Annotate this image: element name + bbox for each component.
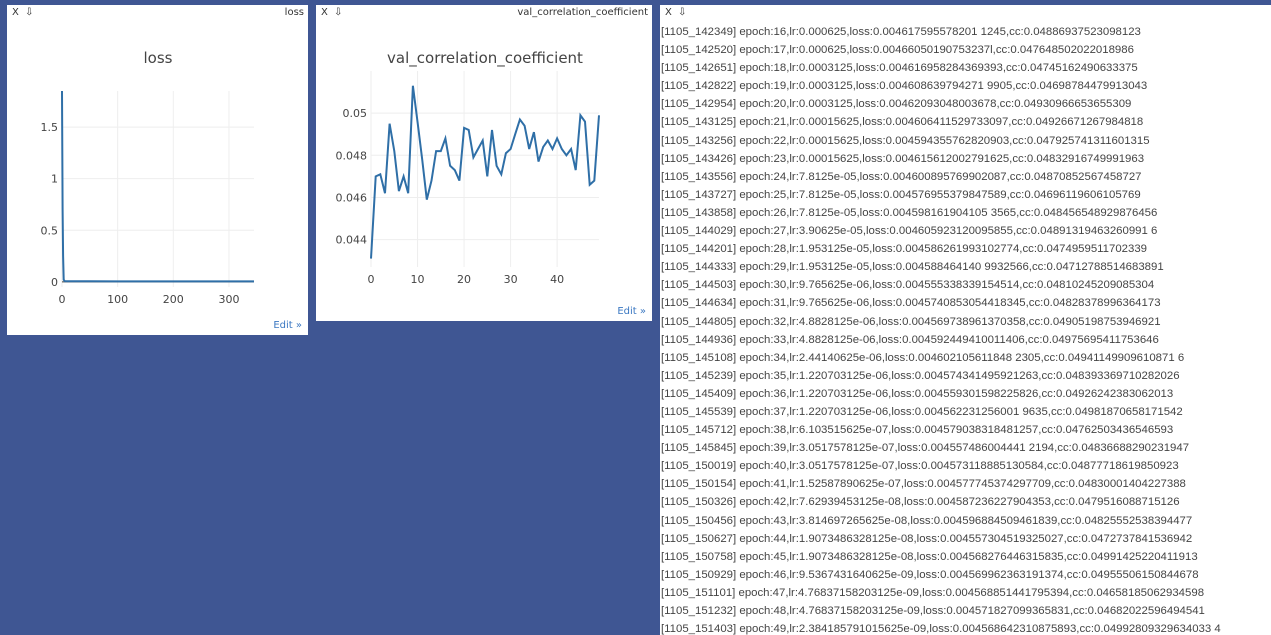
log-line: [1105_143125] epoch:21,lr:0.00015625,los…: [661, 116, 1144, 129]
log-line: [1105_144333] epoch:29,lr:1.953125e-05,l…: [661, 261, 1164, 274]
log-pane: X ⇩ [1105_142349] epoch:16,lr:0.000625,l…: [660, 5, 1271, 635]
val-cc-chart[interactable]: val_correlation_coefficient 0 10 20 30 40 0.04…: [316, 21, 652, 317]
pane-window-title: val_correlation_coefficient: [517, 7, 648, 18]
log-line: [1105_143256] epoch:22,lr:0.00015625,los…: [661, 134, 1150, 147]
x-tick-label: 300: [218, 293, 239, 306]
log-line: [1105_145845] epoch:39,lr:3.0517578125e-…: [661, 442, 1190, 455]
log-line: [1105_150627] epoch:44,lr:1.907348632812…: [661, 532, 1193, 545]
log-pane-titlebar[interactable]: X ⇩: [660, 5, 1271, 21]
chart-title: val_correlation_coefficient: [387, 49, 583, 68]
close-icon[interactable]: X: [665, 7, 672, 18]
y-tick-label: 0: [51, 276, 58, 289]
pane-window-title: loss: [284, 7, 304, 18]
edit-link[interactable]: Edit »: [273, 320, 302, 331]
log-line: [1105_151101] epoch:47,lr:4.768371582031…: [661, 586, 1205, 599]
download-icon[interactable]: ⇩: [334, 7, 343, 18]
valcc-pane: X ⇩ val_correlation_coefficient val_corr…: [316, 5, 652, 321]
x-tick-label: 100: [107, 293, 128, 306]
log-line: [1105_144936] epoch:33,lr:4.8828125e-06,…: [661, 333, 1159, 346]
x-tick-label: 20: [457, 273, 471, 286]
series-line[interactable]: [370, 85, 600, 259]
y-tick-label: 0.048: [336, 149, 368, 162]
log-line: [1105_142954] epoch:20,lr:0.0003125,loss…: [661, 98, 1132, 111]
log-line: [1105_150154] epoch:41,lr:1.52587890625e…: [661, 478, 1186, 491]
log-line: [1105_143858] epoch:26,lr:7.8125e-05,los…: [661, 206, 1158, 219]
close-icon[interactable]: X: [12, 7, 19, 18]
log-line: [1105_145712] epoch:38,lr:6.103515625e-0…: [661, 424, 1174, 437]
y-tick-label: 0.044: [336, 234, 368, 247]
loss-chart[interactable]: loss 0 100 200 300 0 0.5 1 1.5: [7, 21, 308, 331]
y-tick-label: 1: [51, 173, 58, 186]
log-line: [1105_150758] epoch:45,lr:1.907348632812…: [661, 550, 1198, 563]
log-line: [1105_143556] epoch:24,lr:7.8125e-05,los…: [661, 170, 1142, 183]
x-tick-label: 10: [411, 273, 425, 286]
x-tick-label: 200: [163, 293, 184, 306]
download-icon[interactable]: ⇩: [25, 7, 34, 18]
series-line[interactable]: [61, 90, 254, 283]
log-line: [1105_151403] epoch:49,lr:2.384185791015…: [661, 623, 1221, 635]
x-tick-label: 40: [550, 273, 564, 286]
close-icon[interactable]: X: [321, 7, 328, 18]
log-line: [1105_142520] epoch:17,lr:0.000625,loss:…: [661, 44, 1134, 57]
download-icon[interactable]: ⇩: [678, 7, 687, 18]
y-tick-label: 0.05: [343, 107, 368, 120]
log-line: [1105_151232] epoch:48,lr:4.768371582031…: [661, 605, 1205, 617]
log-line: [1105_144201] epoch:28,lr:1.953125e-05,l…: [661, 243, 1148, 256]
log-line: [1105_150019] epoch:40,lr:3.0517578125e-…: [661, 460, 1179, 473]
x-tick-label: 0: [368, 273, 375, 286]
x-tick-label: 30: [504, 273, 518, 286]
log-line: [1105_150456] epoch:43,lr:3.814697265625…: [661, 514, 1193, 527]
log-line: [1105_145539] epoch:37,lr:1.220703125e-0…: [661, 405, 1183, 418]
log-line: [1105_144029] epoch:27,lr:3.90625e-05,lo…: [661, 225, 1158, 238]
log-line: [1105_144634] epoch:31,lr:9.765625e-06,l…: [661, 297, 1161, 310]
log-line: [1105_150929] epoch:46,lr:9.536743164062…: [661, 568, 1199, 581]
loss-pane-titlebar[interactable]: X ⇩ loss: [7, 5, 308, 21]
valcc-pane-titlebar[interactable]: X ⇩ val_correlation_coefficient: [316, 5, 652, 21]
log-line: [1105_142651] epoch:18,lr:0.0003125,loss…: [661, 62, 1138, 75]
y-tick-label: 1.5: [41, 121, 59, 134]
x-tick-label: 0: [59, 293, 66, 306]
log-line: [1105_145409] epoch:36,lr:1.220703125e-0…: [661, 387, 1174, 400]
edit-link[interactable]: Edit »: [617, 306, 646, 317]
log-line: [1105_142822] epoch:19,lr:0.0003125,loss…: [661, 80, 1148, 93]
log-line: [1105_145108] epoch:34,lr:2.44140625e-06…: [661, 351, 1185, 364]
log-line: [1105_144805] epoch:32,lr:4.8828125e-06,…: [661, 315, 1161, 328]
loss-pane: X ⇩ loss loss 0 100 200 300 0 0.5 1 1.5 Edit »: [7, 5, 308, 335]
log-line: [1105_142349] epoch:16,lr:0.000625,loss:…: [661, 26, 1141, 38]
log-line: [1105_143426] epoch:23,lr:0.00015625,los…: [661, 152, 1145, 165]
y-tick-label: 0.5: [41, 224, 59, 237]
log-line: [1105_144503] epoch:30,lr:9.765625e-06,l…: [661, 279, 1155, 292]
log-line: [1105_145239] epoch:35,lr:1.220703125e-0…: [661, 369, 1180, 382]
log-text: [1105_142349] epoch:16,lr:0.000625,loss:…: [660, 23, 1221, 635]
log-line: [1105_143727] epoch:25,lr:7.8125e-05,los…: [661, 188, 1141, 201]
log-line: [1105_150326] epoch:42,lr:7.62939453125e…: [661, 496, 1180, 509]
y-tick-label: 0.046: [336, 191, 368, 204]
chart-title: loss: [144, 49, 173, 67]
